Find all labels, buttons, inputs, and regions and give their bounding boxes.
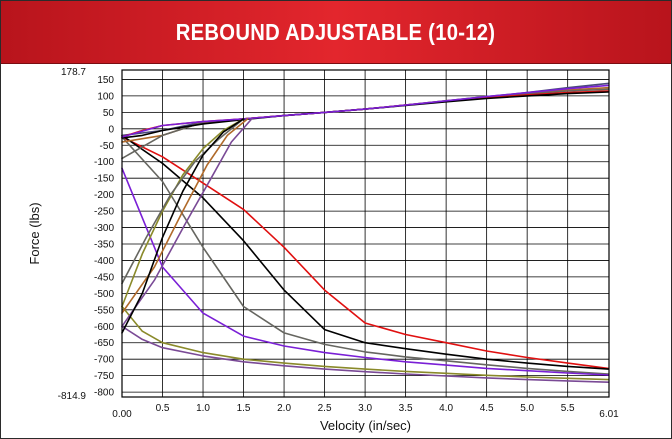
- y-tick-label: -600: [94, 322, 114, 333]
- y-tick-label: -350: [94, 239, 114, 250]
- y-tick-label: 150: [97, 75, 114, 86]
- y-tick-label: -700: [94, 355, 114, 366]
- y-tick-label: 178.7: [61, 67, 86, 78]
- y-tick-label: -550: [94, 305, 114, 316]
- y-tick-label: -650: [94, 338, 114, 349]
- x-tick-label: 2.5: [318, 403, 332, 414]
- x-tick-label: 4.0: [439, 403, 453, 414]
- x-tick-label: 1.0: [196, 403, 210, 414]
- x-tick-label: 2.0: [277, 403, 291, 414]
- y-tick-label: -250: [94, 207, 114, 218]
- x-tick-label: 5.5: [561, 403, 575, 414]
- y-tick-label: -400: [94, 256, 114, 267]
- rebound-force-chart: 178.7 150 100 50 0 -50 -100 -150 -200 -250 -300 -35…: [1, 63, 671, 438]
- x-tick-label: 3.0: [358, 403, 372, 414]
- y-tick-labels: 178.7 150 100 50 0 -50 -100 -150 -200 -250 -300 -35…: [58, 67, 115, 402]
- x-tick-label: 1.5: [237, 403, 251, 414]
- y-tick-label: -150: [94, 174, 114, 185]
- y-tick-label: -100: [94, 157, 114, 168]
- y-tick-label: -450: [94, 272, 114, 283]
- y-tick-label: 100: [97, 91, 114, 102]
- x-tick-label: 6.01: [599, 409, 619, 420]
- y-tick-label: -50: [100, 141, 115, 152]
- y-axis-title: Force (lbs): [27, 202, 42, 264]
- y-tick-label: -200: [94, 190, 114, 201]
- x-tick-label: 4.5: [480, 403, 494, 414]
- x-tick-label: 0.00: [112, 409, 132, 420]
- x-tick-label: 5.0: [520, 403, 534, 414]
- y-tick-label: -800: [94, 388, 114, 399]
- chart-title: REBOUND ADJUSTABLE (10-12): [176, 19, 496, 46]
- y-tick-label: -814.9: [58, 391, 87, 402]
- x-axis-title: Velocity (in/sec): [320, 418, 411, 433]
- x-tick-label: 3.5: [399, 403, 413, 414]
- y-tick-label: 0: [108, 124, 114, 135]
- y-tick-label: 50: [103, 108, 115, 119]
- y-tick-label: -300: [94, 223, 114, 234]
- y-tick-label: -500: [94, 289, 114, 300]
- x-tick-label: 0.5: [156, 403, 170, 414]
- y-tick-label: -750: [94, 371, 114, 382]
- title-bar: REBOUND ADJUSTABLE (10-12): [1, 1, 671, 64]
